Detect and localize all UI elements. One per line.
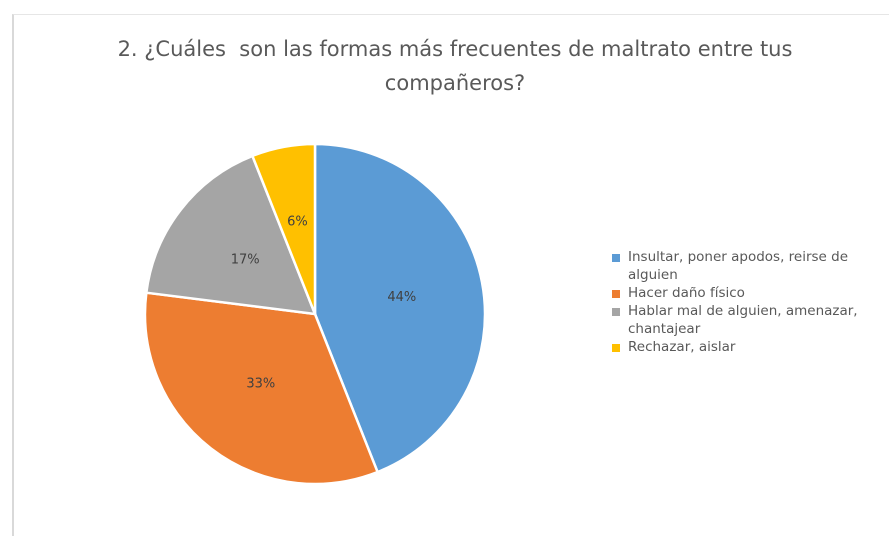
legend-swatch (612, 308, 620, 316)
legend-item: Hacer daño físico (612, 284, 882, 302)
pie-slice (313, 142, 487, 474)
legend-label: Insultar, poner apodos, reirse de alguie… (628, 249, 849, 283)
chart-frame (12, 14, 889, 536)
legend-label: Rechazar, aislar (628, 339, 736, 355)
legend-item: Rechazar, aislar (612, 338, 882, 356)
legend-item: Hablar mal de alguien, amenazar, chantaj… (612, 302, 882, 338)
legend-item: Insultar, poner apodos, reirse de alguie… (612, 248, 882, 284)
pie-slice (144, 154, 317, 316)
legend: Insultar, poner apodos, reirse de alguie… (612, 248, 882, 356)
pie-slice (143, 291, 380, 486)
data-label: 17% (231, 252, 260, 267)
legend-label: Hablar mal de alguien, amenazar, chantaj… (628, 303, 858, 337)
legend-swatch (612, 344, 620, 352)
legend-swatch (612, 290, 620, 298)
legend-label: Hacer daño físico (628, 285, 745, 301)
data-label: 33% (246, 376, 275, 391)
data-label: 44% (387, 290, 416, 305)
pie-slice (250, 142, 317, 315)
chart-title: 2. ¿Cuáles son las formas más frecuentes… (117, 37, 800, 95)
legend-swatch (612, 254, 620, 262)
data-label: 6% (287, 215, 308, 230)
